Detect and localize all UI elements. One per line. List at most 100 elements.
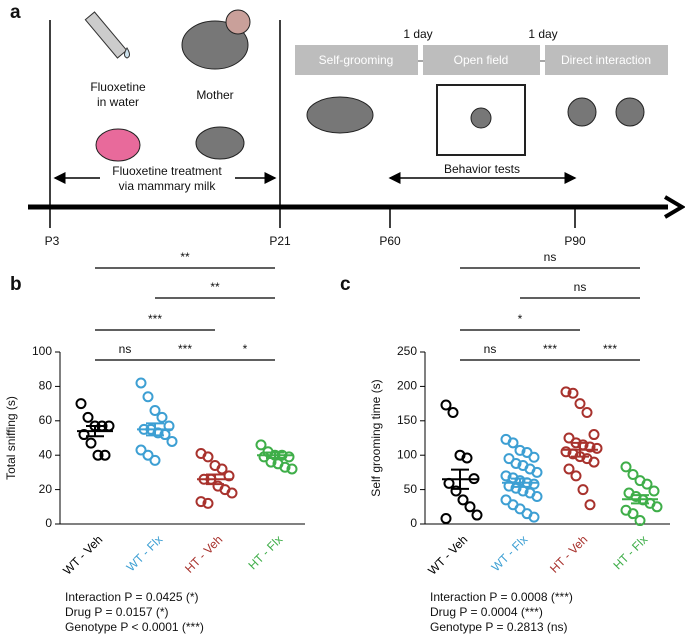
y-tick-label: 100	[32, 344, 52, 358]
pup-icon	[95, 128, 141, 162]
stats-text: Drug P = 0.0157 (*)	[65, 605, 169, 619]
y-tick-label: 50	[404, 482, 418, 496]
timepoint: P60	[379, 234, 401, 248]
data-point	[85, 437, 97, 449]
data-point	[584, 441, 596, 453]
mouse-icon	[615, 97, 645, 127]
ear-icon	[225, 9, 251, 35]
significance-label: ***	[148, 312, 162, 326]
data-point	[152, 427, 164, 439]
data-point	[75, 398, 87, 410]
data-point	[283, 451, 295, 463]
significance-label: **	[180, 250, 190, 264]
data-point	[202, 497, 214, 509]
panel-label: c	[340, 274, 351, 295]
data-point	[142, 391, 154, 403]
data-point	[149, 454, 161, 466]
y-tick-label: 0	[410, 516, 417, 530]
drop-icon	[124, 47, 130, 59]
mouse-icon	[306, 96, 374, 134]
significance-label: *	[518, 312, 523, 326]
panel-label: b	[10, 274, 22, 295]
significance-label: ***	[543, 342, 557, 356]
data-point	[560, 446, 572, 458]
x-tick-label: WT - Flx	[124, 532, 166, 574]
data-point	[202, 451, 214, 463]
label-bg	[100, 166, 235, 196]
data-point	[588, 429, 600, 441]
data-point	[216, 463, 228, 475]
data-point	[570, 470, 582, 482]
data-point	[510, 457, 522, 469]
data-point	[440, 512, 452, 524]
data-point	[78, 429, 90, 441]
test-label: Self-grooming	[319, 53, 394, 67]
data-point	[627, 508, 639, 520]
significance-label: ns	[119, 342, 132, 356]
data-point	[531, 466, 543, 478]
data-point	[641, 478, 653, 490]
data-point	[651, 501, 663, 513]
data-point	[166, 435, 178, 447]
data-point	[574, 398, 586, 410]
mother-icon	[181, 20, 249, 70]
test-box	[545, 45, 668, 75]
data-point	[531, 490, 543, 502]
gap-label: 1 day	[528, 27, 557, 41]
y-tick-label: 0	[45, 516, 52, 530]
data-point	[591, 442, 603, 454]
data-point	[464, 501, 476, 513]
bottle-icon	[84, 11, 128, 59]
significance-label: ***	[603, 342, 617, 356]
x-tick-label: WT - Flx	[489, 532, 531, 574]
data-point	[567, 387, 579, 399]
data-point	[471, 509, 483, 521]
data-point	[447, 407, 459, 419]
data-point	[135, 444, 147, 456]
data-point	[156, 411, 168, 423]
data-point	[588, 456, 600, 468]
timepoint: P90	[564, 234, 586, 248]
y-tick-label: 20	[39, 482, 53, 496]
x-tick-label: HT - Flx	[610, 532, 650, 572]
data-point	[560, 386, 572, 398]
timepoint: P21	[269, 234, 291, 248]
mouse-icon	[567, 97, 597, 127]
significance-label: *	[243, 342, 248, 356]
stats-text: Genotype P = 0.2813 (ns)	[430, 620, 568, 634]
test-label: Open field	[454, 53, 509, 67]
data-point	[258, 451, 270, 463]
data-point	[563, 463, 575, 475]
data-point	[620, 461, 632, 473]
significance-label: ns	[484, 342, 497, 356]
data-point	[507, 437, 519, 449]
y-tick-label: 40	[39, 447, 53, 461]
data-point	[581, 407, 593, 419]
treatment-label: Fluoxetine treatment	[112, 164, 222, 178]
data-point	[528, 511, 540, 523]
stats-text: Genotype P < 0.0001 (***)	[65, 620, 204, 634]
data-point	[457, 494, 469, 506]
timepoint: P3	[45, 234, 60, 248]
timeline-arrow	[663, 195, 685, 219]
x-tick-label: HT - Veh	[547, 532, 590, 575]
data-point	[627, 468, 639, 480]
data-point	[149, 404, 161, 416]
gap-label: 1 day	[403, 27, 432, 41]
significance-label: ns	[544, 250, 557, 264]
data-point	[577, 484, 589, 496]
data-point	[279, 461, 291, 473]
treatment-label: via mammary milk	[119, 179, 217, 193]
test-box	[295, 45, 418, 75]
data-point	[461, 452, 473, 464]
data-point	[500, 470, 512, 482]
x-tick-label: WT - Veh	[60, 532, 105, 577]
data-point	[135, 377, 147, 389]
stats-text: Interaction P = 0.0425 (*)	[65, 590, 199, 604]
x-tick-label: HT - Veh	[182, 532, 225, 575]
y-axis-label: Self grooming time (s)	[369, 379, 383, 496]
significance-label: ***	[178, 342, 192, 356]
data-point	[223, 470, 235, 482]
data-point	[195, 496, 207, 508]
